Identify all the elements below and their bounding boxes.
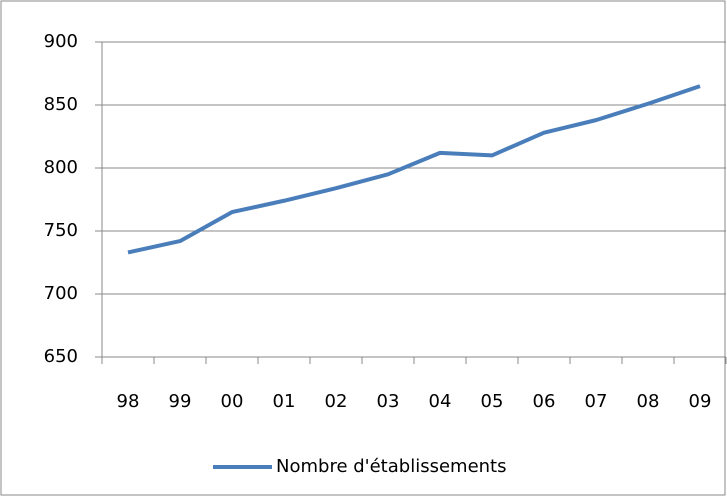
x-tick-label: 02 <box>325 391 348 412</box>
y-tick-label: 750 <box>44 220 78 241</box>
y-tick-label: 850 <box>44 94 78 115</box>
y-tick-label: 700 <box>44 283 78 304</box>
x-tick-label: 98 <box>117 391 140 412</box>
x-tick-label: 05 <box>481 391 504 412</box>
x-tick-label: 01 <box>273 391 296 412</box>
x-tick-label: 03 <box>377 391 400 412</box>
x-tick-label: 08 <box>637 391 660 412</box>
x-tick-label: 09 <box>689 391 712 412</box>
y-tick-label: 650 <box>44 346 78 367</box>
x-tick-label: 99 <box>169 391 192 412</box>
line <box>127 84 701 255</box>
x-tick-label: 04 <box>429 391 452 412</box>
x-tick-label: 06 <box>533 391 556 412</box>
x-tick-label: 07 <box>585 391 608 412</box>
y-tick-label: 900 <box>44 31 78 52</box>
x-tick-label: 00 <box>221 391 244 412</box>
y-tick-label: 800 <box>44 157 78 178</box>
legend-label: Nombre d'établissements <box>276 456 506 477</box>
